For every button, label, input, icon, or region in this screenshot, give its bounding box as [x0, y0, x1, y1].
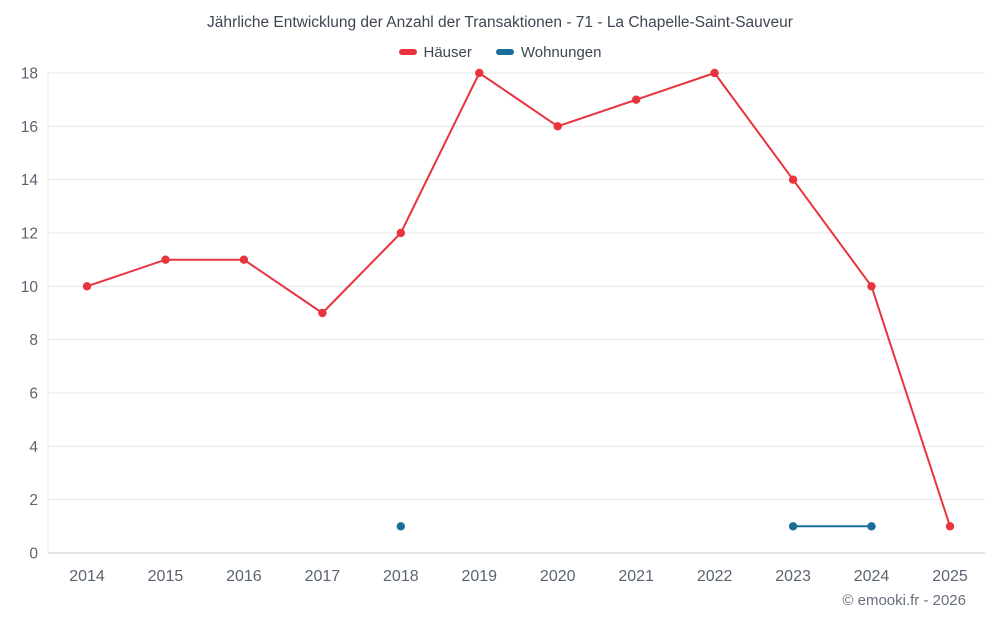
y-axis-tick-label: 12 [21, 226, 38, 243]
data-point-Häuser [161, 255, 170, 264]
x-axis-tick-label: 2016 [226, 568, 262, 585]
chart-title: Jährliche Entwicklung der Anzahl der Tra… [207, 14, 793, 31]
data-point-Häuser [475, 68, 484, 78]
chart-plot-area: 0 2 4 6 8 10 12 14 16 18 2014 2015 2016 2017 2018 2019 2… [21, 66, 985, 585]
x-axis-tick-label: 2024 [854, 568, 890, 585]
data-point-Häuser [788, 175, 798, 184]
legend-item-wohnungen[interactable]: Wohnungen [495, 43, 602, 61]
y-axis-tick-label: 16 [21, 119, 38, 136]
data-point-Häuser [632, 95, 641, 104]
y-axis-tick-label: 4 [29, 439, 38, 456]
legend-swatch-haeuser-icon [398, 49, 417, 55]
legend-item-haeuser[interactable]: Häuser [398, 43, 472, 61]
data-point-Häuser [553, 122, 562, 131]
y-axis-tick-label: 18 [21, 66, 38, 83]
legend-label-wohnungen: Wohnungen [520, 43, 602, 61]
x-axis-tick-label: 2019 [461, 568, 497, 585]
data-point-Wohnungen [788, 522, 798, 531]
x-axis-tick-label: 2015 [148, 568, 184, 585]
data-point-Häuser [945, 522, 955, 531]
x-axis-tick-label: 2018 [383, 568, 419, 585]
data-point-Häuser [239, 255, 249, 264]
x-axis-tick-label: 2022 [697, 568, 733, 585]
x-axis-tick-label: 2021 [618, 568, 654, 585]
copyright-text: © emooki.fr - 2026 [842, 592, 966, 609]
data-point-Häuser [82, 282, 92, 291]
y-axis-tick-label: 6 [29, 386, 38, 403]
y-axis-tick-label: 14 [21, 172, 39, 189]
x-axis-tick-label: 2023 [775, 568, 811, 585]
y-axis-tick-label: 2 [29, 492, 38, 509]
data-point-Wohnungen [867, 522, 876, 531]
data-point-Häuser [396, 228, 405, 238]
y-axis-tick-label: 8 [29, 332, 38, 349]
legend-swatch-wohnungen-icon [495, 49, 514, 55]
legend-label-haeuser: Häuser [423, 43, 472, 61]
series-line-Häuser [86, 72, 951, 528]
data-point-Häuser [710, 68, 719, 78]
x-axis-tick-label: 2020 [540, 568, 576, 585]
data-point-Häuser [867, 282, 876, 291]
y-axis-tick-label: 10 [21, 279, 39, 296]
legend: Häuser Wohnungen [0, 43, 1000, 61]
x-axis-tick-label: 2014 [69, 568, 105, 585]
x-axis-tick-label: 2025 [932, 568, 968, 585]
x-axis-tick-label: 2017 [305, 568, 341, 585]
data-point-Wohnungen [396, 522, 405, 531]
y-axis-tick-label: 0 [29, 546, 38, 563]
data-point-Häuser [318, 308, 327, 318]
